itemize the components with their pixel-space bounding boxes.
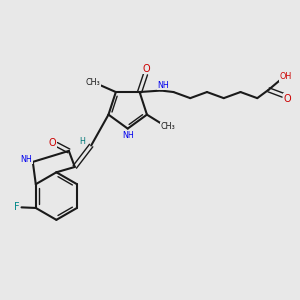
Text: NH: NH	[158, 81, 169, 90]
Text: CH₃: CH₃	[161, 122, 176, 131]
Text: H: H	[79, 136, 85, 146]
Text: OH: OH	[279, 72, 291, 81]
Text: NH: NH	[122, 130, 134, 140]
Text: O: O	[283, 94, 291, 104]
Text: O: O	[48, 138, 56, 148]
Text: O: O	[142, 64, 150, 74]
Text: NH: NH	[20, 155, 32, 164]
Text: F: F	[14, 202, 20, 212]
Text: CH₃: CH₃	[86, 78, 101, 87]
